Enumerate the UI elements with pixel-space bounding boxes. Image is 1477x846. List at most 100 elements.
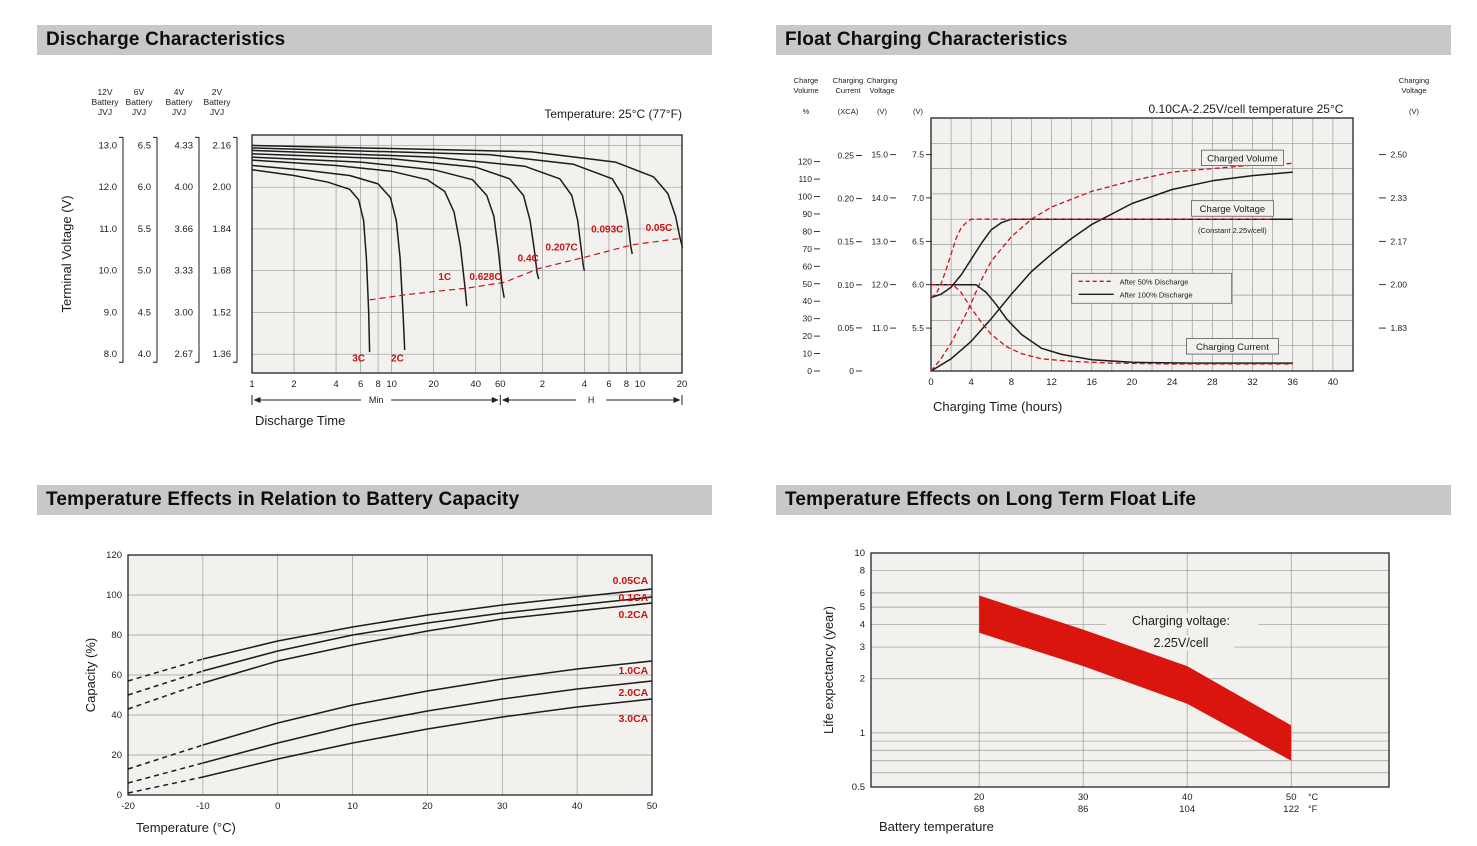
svg-text:Battery: Battery: [204, 97, 232, 107]
svg-text:0.05C: 0.05C: [646, 223, 673, 234]
svg-text:0: 0: [807, 366, 812, 376]
svg-text:Terminal Voltage (V): Terminal Voltage (V): [59, 195, 74, 312]
svg-text:20: 20: [422, 801, 433, 812]
svg-text:3C: 3C: [352, 354, 365, 365]
svg-text:8.0: 8.0: [104, 349, 117, 360]
svg-text:5.0: 5.0: [138, 266, 151, 277]
svg-text:90: 90: [803, 209, 813, 219]
section-title-bar: Temperature Effects in Relation to Batte…: [37, 485, 712, 515]
svg-text:12.0: 12.0: [99, 182, 118, 193]
svg-text:0.15: 0.15: [837, 237, 854, 247]
svg-text:28: 28: [1207, 377, 1218, 388]
svg-text:4.5: 4.5: [138, 307, 151, 318]
svg-text:0.2CA: 0.2CA: [618, 609, 648, 621]
svg-text:40: 40: [1328, 377, 1339, 388]
svg-text:JVJ: JVJ: [210, 107, 224, 117]
svg-text:2.16: 2.16: [213, 140, 232, 151]
svg-text:Voltage: Voltage: [1401, 86, 1426, 95]
svg-text:2.00: 2.00: [213, 182, 232, 193]
svg-text:12V: 12V: [97, 87, 112, 97]
svg-text:(V): (V): [1409, 107, 1420, 116]
svg-text:68: 68: [974, 804, 985, 815]
section-title: Temperature Effects on Long Term Float L…: [785, 489, 1197, 510]
svg-text:Charging voltage:: Charging voltage:: [1132, 614, 1230, 628]
panel-float-charging: Float Charging Characteristics 0 4 8 12 16 20…: [776, 25, 1451, 450]
svg-text:32: 32: [1247, 377, 1258, 388]
svg-text:Charging: Charging: [867, 76, 897, 85]
section-title: Float Charging Characteristics: [785, 29, 1068, 50]
svg-text:20: 20: [974, 792, 985, 803]
svg-text:Charging: Charging: [1399, 76, 1429, 85]
svg-text:°C: °C: [1308, 792, 1319, 802]
svg-text:86: 86: [1078, 804, 1089, 815]
svg-text:12: 12: [1046, 377, 1057, 388]
svg-text:5.5: 5.5: [138, 224, 151, 235]
svg-text:6.0: 6.0: [138, 182, 151, 193]
svg-text:4: 4: [969, 377, 974, 388]
svg-text:0.1CA: 0.1CA: [618, 592, 648, 604]
svg-text:Charging Current: Charging Current: [1196, 342, 1269, 353]
svg-text:JVJ: JVJ: [132, 107, 146, 117]
svg-text:Temperature: 25°C (77°F): Temperature: 25°C (77°F): [544, 107, 682, 121]
svg-text:13.0: 13.0: [99, 140, 118, 151]
svg-text:20: 20: [803, 331, 813, 341]
svg-text:6.5: 6.5: [138, 140, 151, 151]
svg-text:6: 6: [860, 588, 865, 599]
svg-text:10: 10: [635, 379, 646, 390]
svg-text:0: 0: [275, 801, 280, 812]
svg-text:0.25: 0.25: [837, 151, 854, 161]
svg-text:4.0: 4.0: [138, 349, 151, 360]
svg-text:2: 2: [291, 379, 296, 390]
svg-text:10: 10: [347, 801, 358, 812]
float-charging-characteristics-chart: 0 4 8 12 16 20 24 28 32 36 40 0 10 20 30 40 50 60 70 80 90 10…: [793, 76, 1429, 414]
svg-text:20: 20: [428, 379, 439, 390]
svg-text:%: %: [803, 107, 810, 116]
svg-text:3: 3: [860, 642, 865, 653]
svg-text:0.5: 0.5: [852, 782, 865, 793]
panel-discharge-characteristics: Discharge Characteristics 1 2 4 6 8 10 20 40 60 2…: [37, 25, 712, 450]
svg-text:2: 2: [860, 674, 865, 685]
svg-text:6.0: 6.0: [912, 280, 924, 290]
svg-text:10: 10: [854, 548, 865, 559]
svg-text:-20: -20: [121, 801, 135, 812]
svg-text:2.25V/cell: 2.25V/cell: [1154, 636, 1209, 650]
svg-text:1.84: 1.84: [213, 224, 232, 235]
svg-text:40: 40: [1182, 792, 1193, 803]
svg-text:4: 4: [333, 379, 338, 390]
svg-text:Volume: Volume: [793, 86, 818, 95]
svg-text:8: 8: [375, 379, 380, 390]
svg-text:(V): (V): [913, 107, 924, 116]
svg-text:120: 120: [106, 550, 122, 561]
svg-text:Temperature (°C): Temperature (°C): [136, 820, 236, 835]
svg-text:120: 120: [798, 157, 812, 167]
svg-text:1.36: 1.36: [213, 349, 232, 360]
svg-text:14.0: 14.0: [871, 193, 888, 203]
svg-text:After 50% Discharge: After 50% Discharge: [1120, 277, 1189, 286]
svg-text:2.50: 2.50: [1390, 150, 1407, 160]
svg-text:2C: 2C: [391, 354, 404, 365]
svg-text:7.5: 7.5: [912, 150, 924, 160]
svg-text:60: 60: [495, 379, 506, 390]
svg-text:(Constant 2.25v/cell): (Constant 2.25v/cell): [1198, 226, 1267, 235]
svg-text:30: 30: [803, 314, 813, 324]
svg-text:0.05: 0.05: [837, 323, 854, 333]
svg-text:40: 40: [572, 801, 583, 812]
svg-text:40: 40: [111, 710, 122, 721]
svg-text:40: 40: [470, 379, 481, 390]
svg-text:2.67: 2.67: [175, 349, 194, 360]
discharge-characteristics-chart: 1 2 4 6 8 10 20 40 60 2 4 6 8 10 20 3C 2C 1C 0.628C 0.4C 0.2…: [59, 87, 687, 428]
svg-text:50: 50: [1286, 792, 1297, 803]
svg-text:5.5: 5.5: [912, 323, 924, 333]
svg-text:Current: Current: [835, 86, 861, 95]
svg-text:6: 6: [606, 379, 611, 390]
svg-text:Discharge Time: Discharge Time: [255, 413, 345, 428]
svg-text:1.83: 1.83: [1390, 323, 1407, 333]
svg-text:Charge Voltage: Charge Voltage: [1200, 204, 1266, 215]
svg-text:60: 60: [803, 261, 813, 271]
svg-text:2: 2: [540, 379, 545, 390]
svg-text:8: 8: [1009, 377, 1014, 388]
svg-text:122: 122: [1283, 804, 1299, 815]
svg-text:13.0: 13.0: [871, 236, 888, 246]
svg-text:0.207C: 0.207C: [546, 243, 578, 254]
svg-text:0.4C: 0.4C: [518, 254, 539, 265]
